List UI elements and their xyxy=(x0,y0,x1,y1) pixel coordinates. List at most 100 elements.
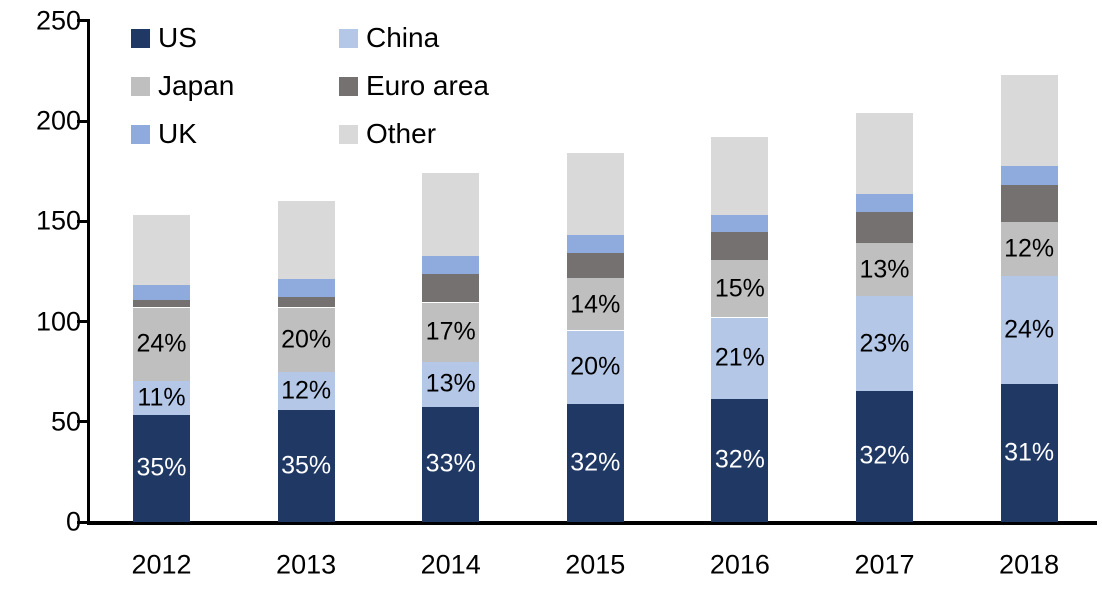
bar-segment-label-china: 21% xyxy=(714,343,765,372)
legend-label-china: China xyxy=(366,22,440,53)
bar-segment-us xyxy=(422,406,480,522)
bar-segment-uk xyxy=(422,256,480,275)
legend-swatch-china xyxy=(339,28,358,48)
bar-segment-label-us: 31% xyxy=(1004,438,1055,467)
bar-segment-label-us: 35% xyxy=(281,451,332,480)
legend-label-japan: Japan xyxy=(158,70,235,101)
y-axis-tick-label: 250 xyxy=(35,5,81,36)
legend-swatch-uk xyxy=(131,124,150,144)
bar-segment-label-japan: 15% xyxy=(714,274,765,303)
bar-segment-label-china: 23% xyxy=(859,329,910,358)
bar-segment-label-japan: 14% xyxy=(570,290,621,318)
legend-item-other: Other xyxy=(339,120,436,148)
x-axis-label: 2013 xyxy=(276,549,337,580)
y-axis-line xyxy=(87,19,90,525)
y-axis-tick xyxy=(77,219,88,223)
bar-segment-euro-area xyxy=(422,274,480,303)
bar-segment-japan xyxy=(711,260,769,318)
bar-segment-euro-area xyxy=(277,297,335,308)
bar-segment-japan xyxy=(566,278,624,331)
y-axis-tick xyxy=(77,119,88,123)
bar-segment-euro-area xyxy=(1000,185,1058,223)
bar-segment-china xyxy=(277,371,335,410)
bar-segment-label-china: 12% xyxy=(281,376,332,405)
bar-segment-us xyxy=(566,403,624,522)
bar-segment-label-us: 32% xyxy=(859,441,910,470)
x-axis-line xyxy=(87,521,1097,525)
bar-segment-euro-area xyxy=(856,212,913,244)
bar-segment-japan xyxy=(277,307,335,372)
y-axis-tick-label: 0 xyxy=(65,506,81,537)
y-axis-tick-label: 100 xyxy=(35,306,81,336)
x-axis-label: 2014 xyxy=(420,549,481,580)
bar-segment-euro-area xyxy=(711,232,769,261)
x-axis-label: 2017 xyxy=(854,549,915,580)
y-axis-tick xyxy=(77,520,88,524)
bar-segment-other xyxy=(566,153,624,236)
bar-segment-label-china: 11% xyxy=(137,383,186,412)
legend-item-euro-area: Euro area xyxy=(339,72,489,100)
x-axis-label: 2015 xyxy=(565,549,626,580)
x-axis-label: 2018 xyxy=(999,549,1060,580)
legend-item-china: China xyxy=(339,24,439,52)
bar-segment-label-japan: 13% xyxy=(859,255,910,284)
bar-segment-label-us: 35% xyxy=(136,453,187,482)
bar-segment-label-china: 13% xyxy=(425,369,476,398)
bar-segment-label-us: 32% xyxy=(714,445,765,474)
legend-label-other: Other xyxy=(366,118,437,149)
bar-segment-us xyxy=(1000,383,1058,522)
bar-segment-china xyxy=(1000,276,1058,384)
bar-segment-uk xyxy=(133,285,190,301)
bar-segment-uk xyxy=(856,194,913,213)
bar-segment-us xyxy=(711,398,769,522)
bar-segment-japan xyxy=(1000,222,1058,277)
bar-segment-us xyxy=(856,390,913,522)
legend-label-uk: UK xyxy=(158,118,197,149)
bar-segment-us xyxy=(133,414,190,522)
bar-segment-label-japan: 20% xyxy=(281,325,332,353)
legend-swatch-euro-area xyxy=(339,76,358,96)
y-axis-tick-label: 50 xyxy=(50,406,81,437)
bar-segment-uk xyxy=(711,215,769,233)
bar-segment-other xyxy=(856,113,913,195)
bar-segment-china xyxy=(711,317,769,399)
bar-segment-label-japan: 24% xyxy=(136,329,187,358)
bar-segment-us xyxy=(277,409,335,522)
bar-segment-uk xyxy=(566,235,624,254)
y-axis-tick xyxy=(77,420,88,424)
y-axis-tick-label: 200 xyxy=(35,105,81,136)
legend-label-us: US xyxy=(158,22,197,53)
x-axis-label: 2016 xyxy=(709,549,770,580)
bar-segment-label-china: 20% xyxy=(570,352,621,381)
bar-segment-euro-area xyxy=(133,300,190,308)
bar-segment-uk xyxy=(277,279,335,298)
bar-segment-label-china: 24% xyxy=(1004,315,1055,344)
bar-segment-other xyxy=(711,137,769,216)
legend-item-uk: UK xyxy=(131,120,197,148)
y-axis-tick-label: 150 xyxy=(35,205,81,236)
x-axis-label: 2012 xyxy=(131,549,192,580)
legend-item-japan: Japan xyxy=(131,72,234,100)
bar-segment-other xyxy=(133,215,190,286)
legend-swatch-other xyxy=(339,124,358,144)
legend-swatch-japan xyxy=(131,76,150,96)
bar-segment-euro-area xyxy=(566,253,624,279)
legend-label-euro-area: Euro area xyxy=(366,70,489,101)
y-axis-tick xyxy=(77,19,88,23)
bar-segment-japan xyxy=(856,243,913,297)
bar-segment-uk xyxy=(1000,166,1058,186)
bar-segment-china xyxy=(856,296,913,391)
y-axis-tick xyxy=(77,320,88,323)
bar-segment-japan xyxy=(422,302,480,362)
bar-segment-label-us: 32% xyxy=(570,448,621,477)
bar-segment-china xyxy=(422,361,480,407)
legend-item-us: US xyxy=(131,24,197,52)
bar-segment-other xyxy=(277,201,335,280)
bar-segment-china xyxy=(133,380,190,415)
bar-segment-china xyxy=(566,330,624,404)
bar-segment-label-us: 33% xyxy=(425,449,476,478)
bar-segment-japan xyxy=(133,307,190,381)
bar-segment-label-japan: 17% xyxy=(425,317,476,346)
legend-swatch-us xyxy=(131,28,150,48)
